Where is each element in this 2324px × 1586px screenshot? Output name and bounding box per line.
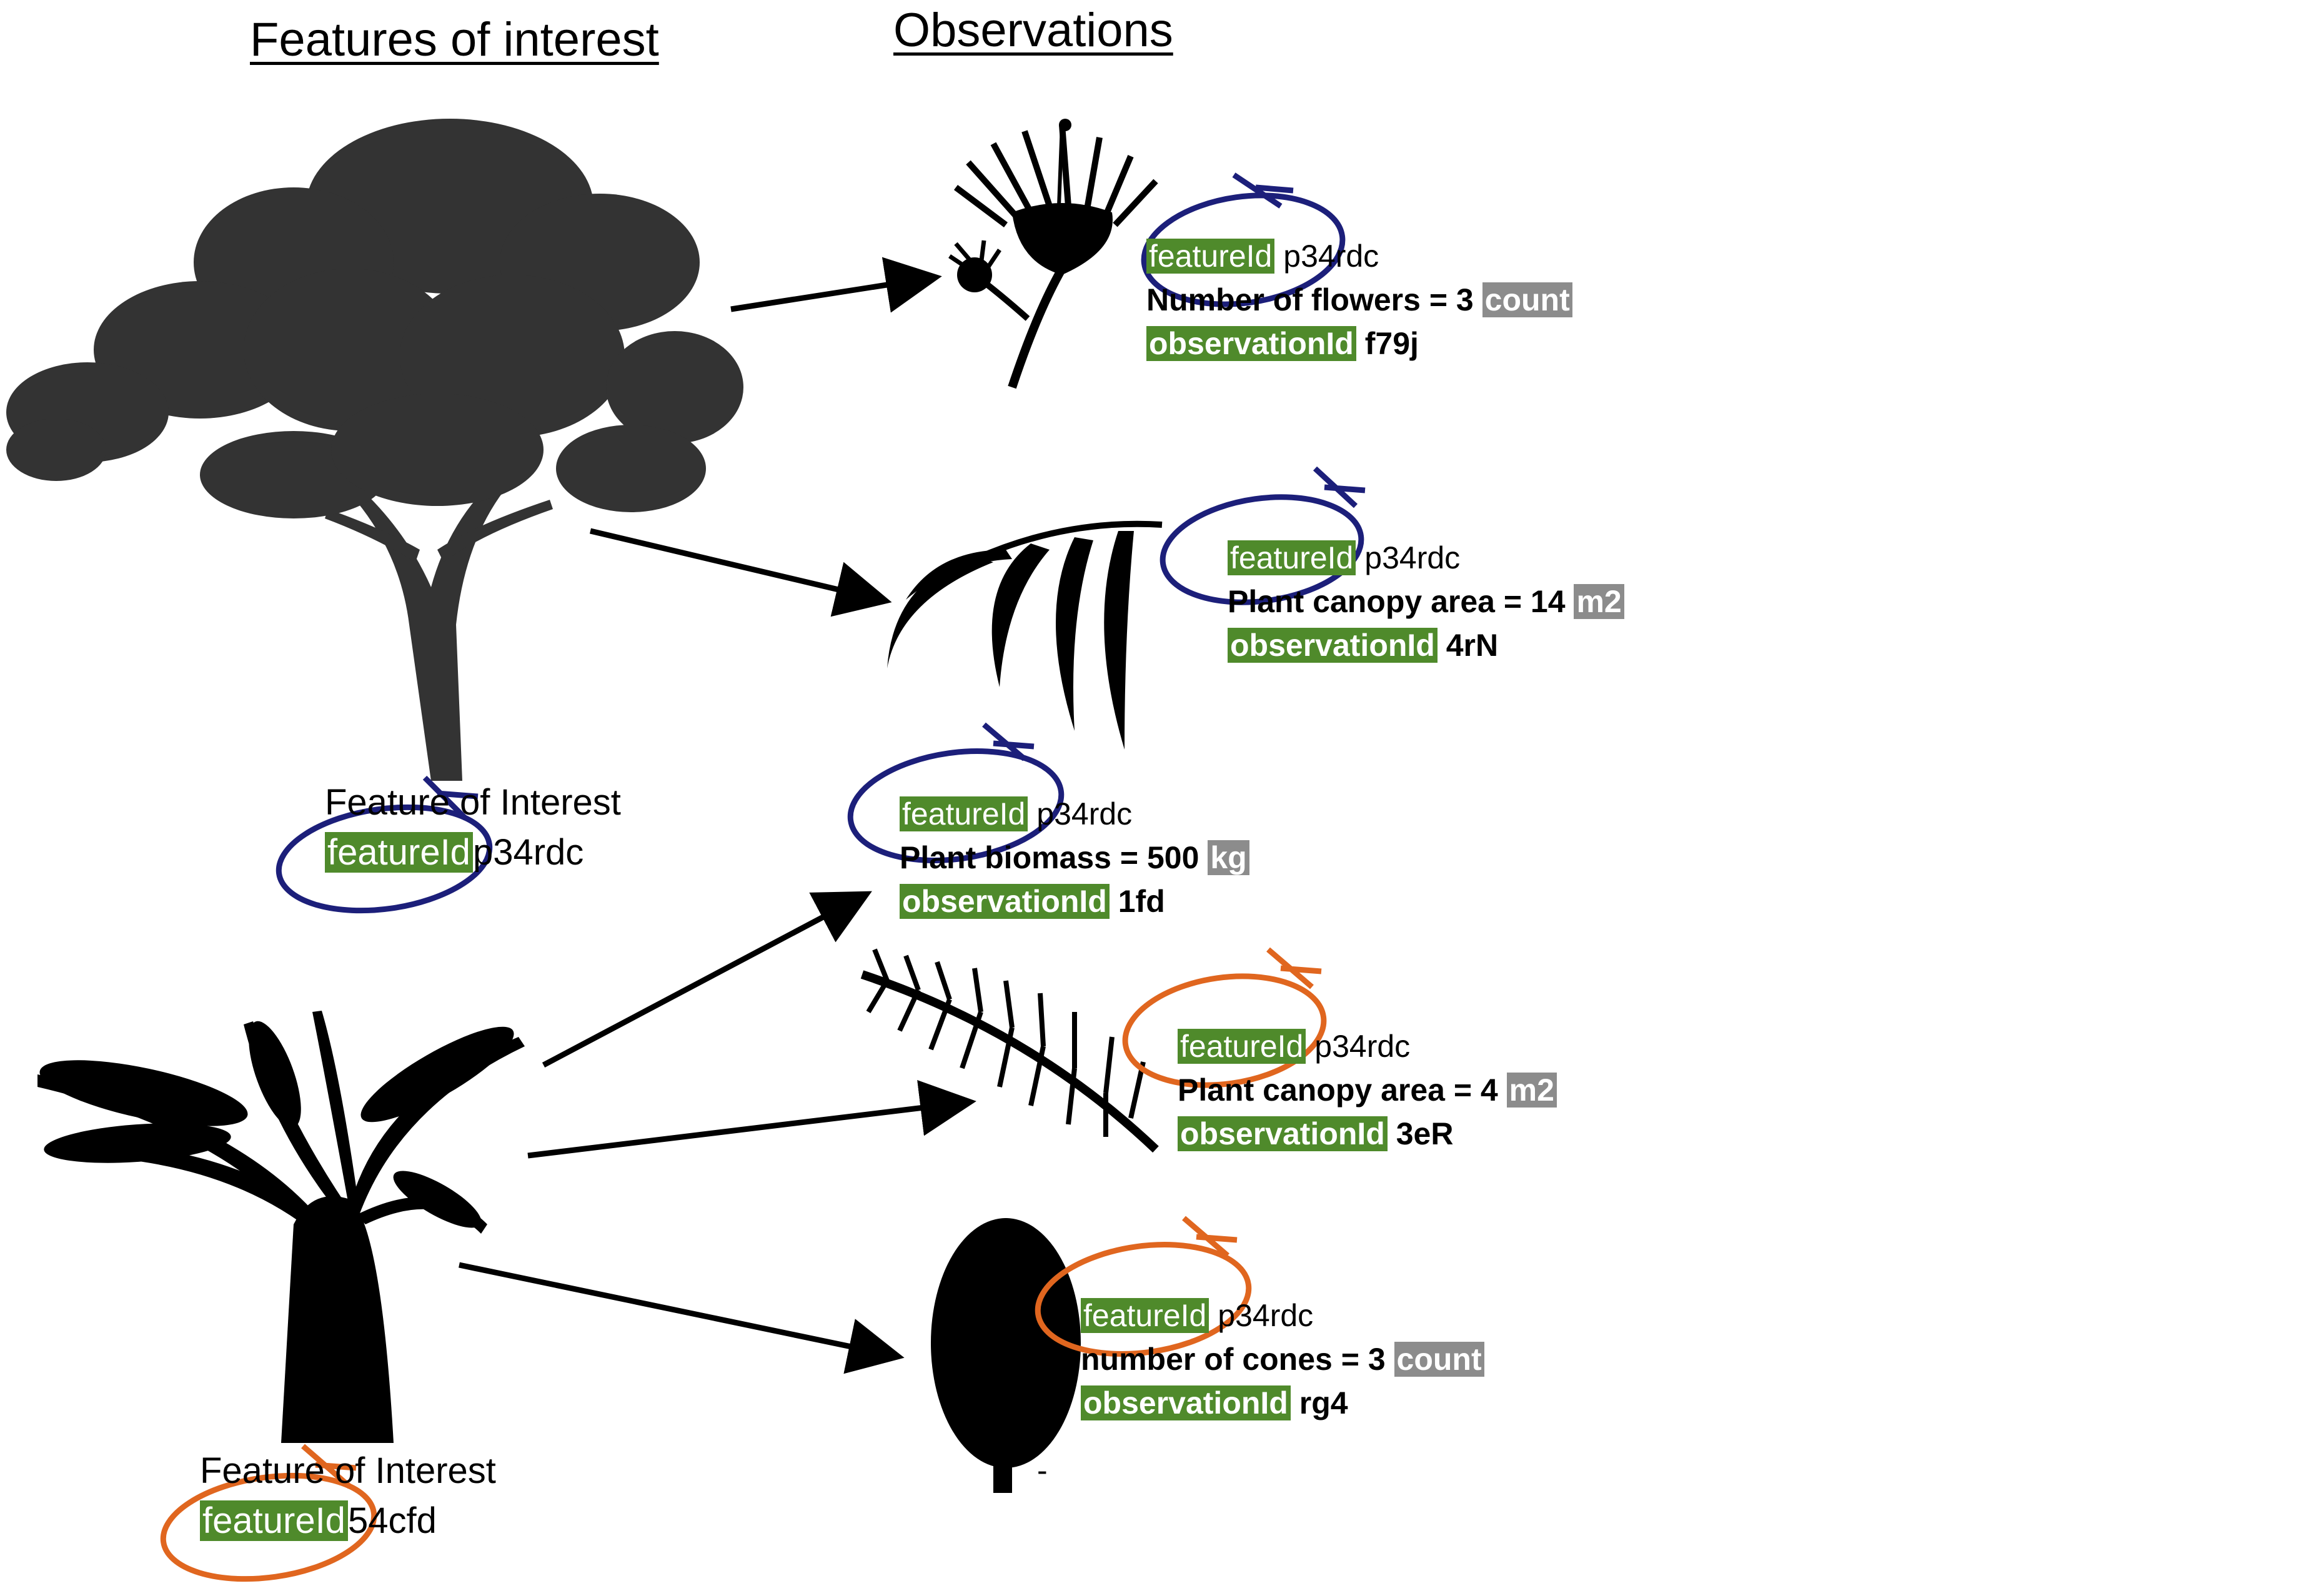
unit-badge: m2 [1506,1073,1557,1108]
measurement-text: Plant biomass = 500 [900,840,1199,875]
observation-id-value: rg4 [1299,1385,1348,1420]
feature-id-value: p34rdc [1283,239,1379,274]
feature-id-value: p34rdc [1036,796,1133,831]
feature-block-1: Feature of Interest featureIdp34rdc [325,778,621,878]
feature-id-key: featureId [1146,239,1275,274]
feature-id-key: featureId [1081,1298,1209,1333]
measurement-text: Number of flowers = 3 [1146,282,1474,317]
observations-heading: Observations [893,4,1173,57]
feature-id-value: p34rdc [1364,540,1461,575]
feature-id-value: 54cfd [347,1500,437,1541]
circle-mark [1035,1242,1252,1357]
unit-badge: kg [1208,840,1249,875]
unit-badge: m2 [1574,584,1624,619]
circle-mark [160,1472,377,1582]
cycad-palm-icon [37,1011,525,1443]
strike-mark [1182,1216,1238,1258]
measurement-text: Plant canopy area = 4 [1178,1073,1498,1108]
arrow-tree-to-leaves [589,528,892,617]
arrow-tree-to-flower [730,257,942,313]
strike-mark [1313,466,1366,508]
circle-mark [1122,973,1327,1088]
observation-id-value: f79j [1364,326,1419,361]
blue-highlight-marks [276,172,1366,914]
arrow-cycad-to-cone [459,1262,905,1374]
strike-mark [301,1444,357,1489]
features-heading: Features of interest [250,13,659,66]
observation-block-1: featureId p34rdc Number of flowers = 3 c… [1146,234,1572,365]
strike-mark [422,775,479,821]
observation-id-key: observationId [1146,326,1356,361]
orange-highlight-marks [160,947,1327,1582]
observation-id-value: 1fd [1118,884,1165,919]
unit-badge: count [1394,1342,1484,1377]
feature-id-value: p34rdc [1314,1029,1411,1064]
feature-block-2: Feature of Interest featureId54cfd [200,1446,496,1546]
cycad-cone-icon [931,1218,1081,1493]
unit-badge: count [1482,282,1572,317]
arrow-cycad-to-biomass [542,891,872,1068]
observation-id-value: 3eR [1396,1116,1454,1151]
observation-id-key: observationId [900,884,1110,919]
feature-id-key: featureId [900,796,1028,831]
eucalyptus-tree-icon [6,119,743,781]
observation-id-key: observationId [1228,628,1438,663]
arrows [459,257,976,1374]
arrow-cycad-to-frond [527,1080,976,1159]
circle-mark [276,804,493,914]
measurement-text: Plant canopy area = 14 [1228,584,1566,619]
stray-dash: - [1037,1453,1048,1488]
observation-block-2: featureId p34rdc Plant canopy area = 14 … [1228,536,1624,667]
observation-block-3: featureId p34rdc Plant biomass = 500 kg … [900,792,1249,923]
gum-leaf-branch-icon [887,520,1163,750]
observation-id-key: observationId [1178,1116,1388,1151]
strike-mark [1266,947,1322,989]
circle-mark [1141,192,1346,307]
gum-flower-icon [948,119,1158,389]
circle-mark [1160,494,1364,605]
observation-block-4: featureId p34rdc Plant canopy area = 4 m… [1178,1024,1557,1156]
feature-label: Feature of Interest [200,1450,496,1491]
observation-id-value: 4rN [1446,628,1499,663]
strike-mark [982,722,1035,761]
feature-id-key: featureId [1228,540,1356,575]
feature-id-key: featureId [1178,1029,1306,1064]
feature-id-key: featureId [200,1500,348,1541]
measurement-text: number of cones = 3 [1081,1342,1386,1377]
strike-mark [1232,172,1294,209]
circle-mark [847,748,1065,863]
feature-id-value: p34rdc [472,832,584,873]
feature-id-key: featureId [325,832,473,873]
cycad-frond-icon [860,948,1159,1153]
observation-id-key: observationId [1081,1385,1291,1420]
observation-block-5: featureId p34rdc number of cones = 3 cou… [1081,1294,1484,1425]
feature-id-value: p34rdc [1218,1298,1314,1333]
feature-label: Feature of Interest [325,782,621,823]
